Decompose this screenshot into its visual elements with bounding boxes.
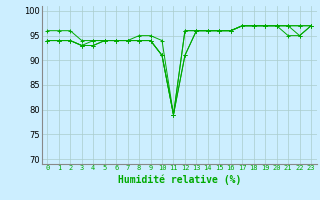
X-axis label: Humidité relative (%): Humidité relative (%) (117, 174, 241, 185)
